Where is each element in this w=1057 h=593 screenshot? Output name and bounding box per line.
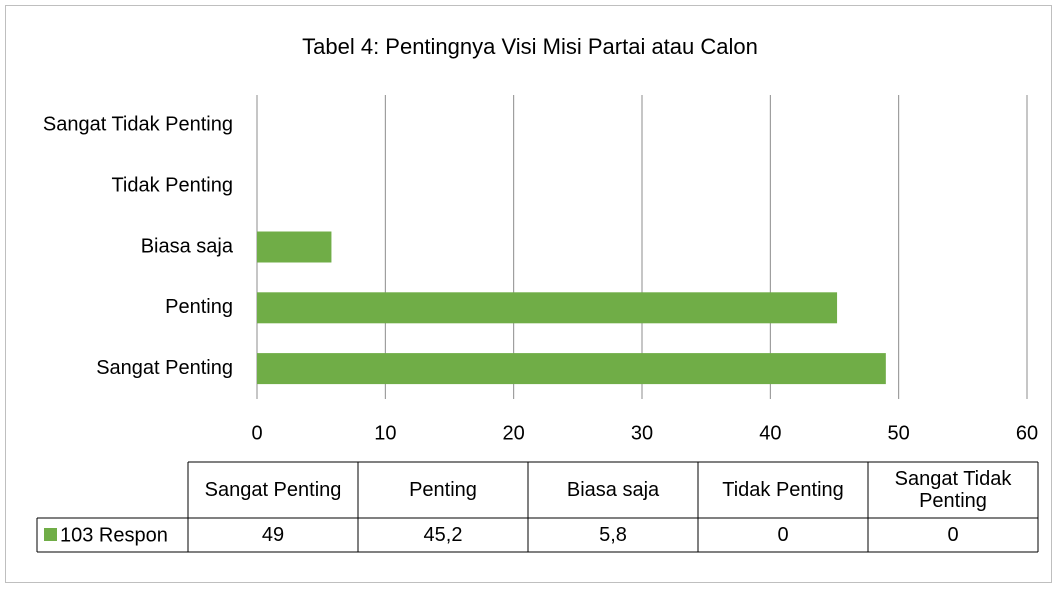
y-tick-label: Penting [165, 296, 233, 318]
table-cell-text: 0 [777, 524, 789, 546]
y-tick-label: Tidak Penting [111, 174, 233, 196]
legend-swatch [44, 528, 57, 541]
table-cell: Penting [409, 479, 477, 501]
x-tick-label: 0 [251, 422, 262, 444]
table-cell: 45,2 [423, 524, 463, 546]
table-cell-text: Biasa saja [566, 479, 660, 501]
x-tick-label: 20 [503, 422, 525, 444]
table-cell: Sangat Tidak Penting [894, 468, 1012, 512]
table-cell: 0 [777, 524, 789, 546]
table-cell: 0 [947, 524, 959, 546]
chart-title: Tabel 4: Pentingnya Visi Misi Partai ata… [302, 34, 758, 59]
bar [257, 231, 332, 263]
bar [257, 292, 838, 324]
table-cell: Tidak Penting [722, 479, 844, 501]
table-cell-text: Sangat Tidak Penting [894, 468, 1012, 512]
table-cell-text: Penting [409, 479, 477, 501]
y-tick-label: Biasa saja [141, 235, 234, 257]
table-cell-text: Sangat Penting [204, 479, 342, 501]
x-tick-label: 60 [1016, 422, 1038, 444]
bar [257, 353, 886, 385]
table-cell: 5,8 [599, 524, 627, 546]
table-cell-text: Tidak Penting [722, 479, 844, 501]
x-tick-label: 40 [759, 422, 781, 444]
y-tick-label: Sangat Penting [96, 357, 233, 379]
x-tick-label: 10 [374, 422, 396, 444]
legend-label: 103 Respon [60, 524, 168, 546]
x-tick-label: 50 [888, 422, 910, 444]
table-cell: Sangat Penting [204, 479, 342, 501]
table-cell-text: 5,8 [599, 524, 627, 546]
x-tick-label: 30 [631, 422, 653, 444]
table-cell-text: 45,2 [423, 524, 463, 546]
table-cell-text: 0 [947, 524, 959, 546]
table-cell-text: 49 [261, 524, 285, 546]
table-cell: Biasa saja [566, 479, 660, 501]
y-tick-label: Sangat Tidak Penting [43, 114, 233, 136]
table-cell: 49 [261, 524, 285, 546]
